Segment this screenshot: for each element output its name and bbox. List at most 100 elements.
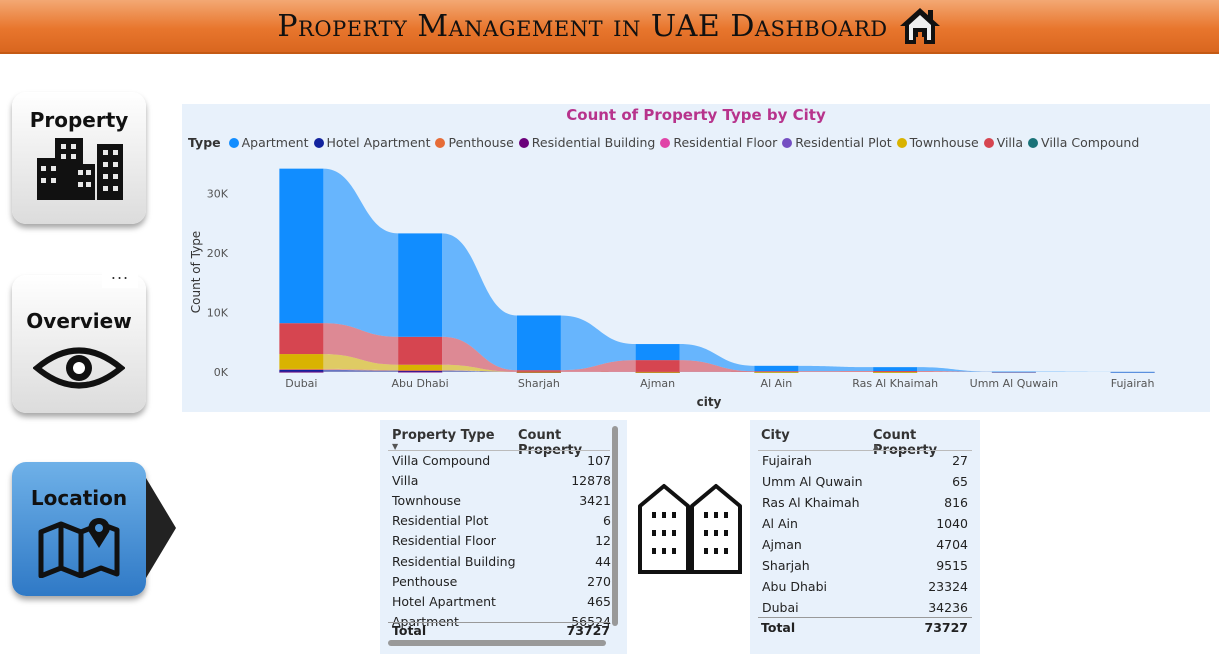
sort-desc-icon: ▼ xyxy=(392,442,399,451)
ribbon-villa[interactable] xyxy=(679,360,755,372)
table-row[interactable]: Fujairah 27 xyxy=(750,453,980,473)
ribbon-chart-panel[interactable]: Count of Property Type by City Type Apar… xyxy=(182,104,1210,412)
more-options-icon[interactable]: ... xyxy=(102,266,138,288)
property-nav-label: Property xyxy=(29,108,129,132)
bar-segment[interactable] xyxy=(279,369,324,372)
bar-segment[interactable] xyxy=(516,370,561,372)
ribbon-apartment[interactable] xyxy=(798,365,874,372)
ribbon-villa[interactable] xyxy=(560,360,636,372)
legend-item[interactable]: Townhouse xyxy=(896,135,979,150)
table-row[interactable]: Ras Al Khaimah 816 xyxy=(750,495,980,515)
bar-segment[interactable] xyxy=(1110,371,1155,373)
row-label: Apartment xyxy=(392,613,459,629)
location-nav-label: Location xyxy=(30,486,128,510)
ribbon-apartment[interactable] xyxy=(442,233,517,371)
table-row[interactable]: Ajman 4704 xyxy=(750,537,980,557)
legend-item[interactable]: Residential Plot xyxy=(782,135,892,150)
bar-segment[interactable] xyxy=(398,233,443,337)
row-value: 816 xyxy=(944,495,968,510)
type-col-header[interactable]: Property Type xyxy=(392,428,495,443)
row-value: 34236 xyxy=(928,600,968,615)
legend-item[interactable]: Residential Floor xyxy=(660,135,777,150)
bar-segment[interactable] xyxy=(873,367,918,372)
buildings-outline-icon xyxy=(638,484,742,574)
table-row[interactable]: Townhouse 3421 xyxy=(380,493,627,513)
ribbon-villa[interactable] xyxy=(917,371,992,372)
ribbon-apartment[interactable] xyxy=(917,367,992,372)
ribbon-apartment[interactable] xyxy=(560,315,636,371)
property-type-table[interactable]: Property Type ▼ Count Property Villa Com… xyxy=(380,420,627,654)
bar-segment[interactable] xyxy=(398,371,443,373)
vertical-scrollbar[interactable] xyxy=(612,426,618,626)
table-row[interactable]: Dubai 34236 xyxy=(750,600,980,620)
ribbon-hotel-apartment[interactable] xyxy=(442,370,517,372)
horizontal-scrollbar[interactable] xyxy=(388,640,606,646)
bar-segment[interactable] xyxy=(754,365,799,372)
bar-segment[interactable] xyxy=(398,336,443,365)
legend-label: Penthouse xyxy=(448,135,514,150)
overview-nav-button[interactable]: Overview xyxy=(12,275,146,413)
legend-item[interactable]: Villa xyxy=(983,135,1023,150)
row-label: Residential Floor xyxy=(392,533,496,549)
table-row[interactable]: Villa Compound 107 xyxy=(380,453,627,473)
bar-segment[interactable] xyxy=(754,371,799,373)
table-row[interactable]: Residential Building 44 xyxy=(380,554,627,574)
city-col-header[interactable]: City xyxy=(761,428,790,443)
bar-segment[interactable] xyxy=(279,354,324,369)
row-value: 27 xyxy=(952,453,968,468)
bar-segment[interactable] xyxy=(279,168,324,324)
table-row[interactable]: Umm Al Quwain 65 xyxy=(750,474,980,494)
bar-segment[interactable] xyxy=(991,371,1036,373)
row-label: Fujairah xyxy=(762,453,812,468)
property-nav-button[interactable]: Property xyxy=(12,92,146,224)
ribbon-hotel-apartment[interactable] xyxy=(323,369,399,372)
table-row[interactable]: Penthouse 270 xyxy=(380,574,627,594)
ribbon-penthouse[interactable] xyxy=(442,370,517,372)
bar-segment[interactable] xyxy=(279,371,324,373)
table-row[interactable]: Villa 12878 xyxy=(380,473,627,493)
header-divider xyxy=(388,450,610,451)
row-label: Penthouse xyxy=(392,573,458,589)
bar-segment[interactable] xyxy=(398,370,443,371)
legend-item[interactable]: Villa Compound xyxy=(1028,135,1139,150)
ribbon-townhouse[interactable] xyxy=(442,364,517,372)
table-row[interactable]: Residential Floor 12 xyxy=(380,533,627,553)
overview-nav-label: Overview xyxy=(26,309,132,333)
table-row[interactable]: Residential Plot 6 xyxy=(380,513,627,533)
table-row[interactable]: Sharjah 9515 xyxy=(750,558,980,578)
ribbon-townhouse[interactable] xyxy=(323,354,399,371)
bar-segment[interactable] xyxy=(279,368,324,370)
row-label: Residential Building xyxy=(392,553,516,569)
x-tick-label: Al Ain xyxy=(761,377,793,390)
bar-segment[interactable] xyxy=(279,323,324,355)
bar-segment[interactable] xyxy=(635,344,680,361)
bar-segment[interactable] xyxy=(516,371,561,373)
table-row[interactable]: Hotel Apartment 465 xyxy=(380,594,627,614)
bar-segment[interactable] xyxy=(635,360,680,372)
bar-segment[interactable] xyxy=(516,315,561,371)
bar-segment[interactable] xyxy=(398,364,443,371)
legend-item[interactable]: Hotel Apartment xyxy=(313,135,430,150)
legend-label: Residential Plot xyxy=(795,135,892,150)
ribbon-penthouse[interactable] xyxy=(323,368,399,371)
location-nav-button[interactable]: Location xyxy=(12,462,146,596)
legend-item[interactable]: Apartment xyxy=(228,135,309,150)
city-table[interactable]: City Count Property ▲ Fujairah 27 Umm Al Q… xyxy=(750,420,980,654)
table-row[interactable]: Abu Dhabi 23324 xyxy=(750,579,980,599)
legend-item[interactable]: Residential Building xyxy=(518,135,655,150)
table-row[interactable]: Al Ain 1040 xyxy=(750,516,980,536)
ribbon-villa[interactable] xyxy=(442,336,517,372)
table-row[interactable]: Apartment 56524 xyxy=(380,614,627,634)
ribbon-villa[interactable] xyxy=(798,371,874,372)
ribbon-villa[interactable] xyxy=(323,323,399,365)
bar-segment[interactable] xyxy=(873,371,918,373)
legend-item[interactable]: Penthouse xyxy=(435,135,514,150)
ribbon-apartment[interactable] xyxy=(323,168,399,337)
bar-segment[interactable] xyxy=(398,370,443,372)
row-label: Al Ain xyxy=(762,516,798,531)
bar-segment[interactable] xyxy=(754,371,799,372)
ribbon-apartment[interactable] xyxy=(679,344,755,372)
bar-segment[interactable] xyxy=(635,371,680,373)
legend-dot-icon xyxy=(228,137,239,148)
bar-segment[interactable] xyxy=(873,371,918,372)
